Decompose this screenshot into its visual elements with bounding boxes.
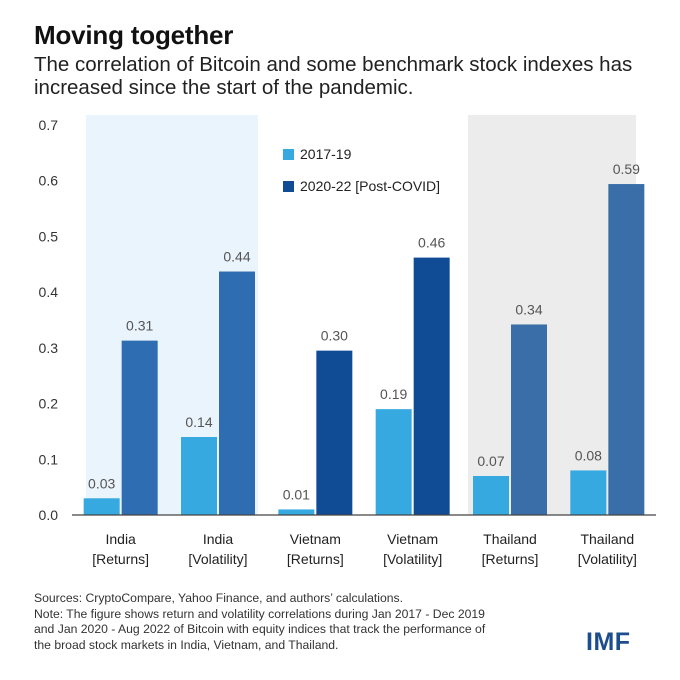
value-label-2017-19: 0.03 [88, 475, 115, 491]
bar-2017-19 [181, 437, 217, 515]
bar-2020-22 [413, 257, 450, 515]
value-label-2017-19: 0.19 [380, 386, 407, 402]
category-label-measure: [Returns] [482, 551, 539, 567]
y-tick-label: 0.5 [39, 228, 59, 244]
value-label-2017-19: 0.08 [575, 447, 602, 463]
value-label-2020-22: 0.30 [321, 328, 348, 344]
category-label-country: India [105, 531, 136, 547]
category-label-country: Vietnam [387, 531, 438, 547]
bar-2020-22 [219, 271, 255, 515]
bar-2017-19 [570, 470, 607, 515]
legend-swatch-2020-22 [283, 181, 294, 192]
bar-2020-22 [121, 340, 158, 515]
value-label-2020-22: 0.31 [126, 318, 153, 334]
y-tick-label: 0.6 [39, 173, 59, 189]
bar-2017-19 [473, 476, 509, 515]
chart-subtitle: The correlation of Bitcoin and some benc… [34, 53, 633, 99]
legend-label-2017-19: 2017-19 [300, 146, 352, 162]
note-line: the broad stock markets in India, Vietna… [34, 637, 339, 652]
value-label-2017-19: 0.14 [185, 414, 212, 430]
category-label-measure: [Volatility] [188, 551, 247, 567]
category-label-country: Thailand [580, 531, 634, 547]
bar-2017-19 [278, 509, 315, 515]
category-label-country: Vietnam [290, 531, 341, 547]
category-label-measure: [Volatility] [578, 551, 637, 567]
value-label-2017-19: 0.07 [477, 453, 504, 469]
value-label-2020-22: 0.44 [223, 249, 250, 265]
value-label-2020-22: 0.34 [515, 301, 542, 317]
category-label-country: Thailand [483, 531, 537, 547]
thailand-band [468, 115, 636, 515]
legend-swatch-2017-19 [283, 149, 294, 160]
chart-notes: Sources: CryptoCompare, Yahoo Finance, a… [34, 591, 594, 653]
value-label-2020-22: 0.46 [418, 235, 445, 251]
bar-2020-22 [608, 184, 645, 516]
y-tick-label: 0.1 [39, 451, 59, 467]
bar-2017-19 [375, 409, 412, 515]
note-line: and Jan 2020 - Aug 2022 of Bitcoin with … [34, 622, 486, 636]
y-tick-label: 0.0 [39, 507, 59, 523]
bar-2020-22 [316, 350, 353, 515]
y-tick-label: 0.3 [39, 340, 59, 356]
note-line: Note: The figure shows return and volati… [34, 606, 485, 621]
value-label-2020-22: 0.59 [613, 161, 640, 177]
bar-2020-22 [511, 324, 547, 515]
category-label-measure: [Returns] [287, 551, 344, 567]
category-label-country: India [203, 531, 234, 547]
y-tick-label: 0.7 [39, 117, 59, 133]
y-tick-label: 0.4 [39, 284, 59, 300]
bar-2017-19 [83, 498, 120, 515]
category-label-measure: [Volatility] [383, 551, 442, 567]
sources-note: Sources: CryptoCompare, Yahoo Finance, a… [34, 591, 403, 605]
legend-label-2020-22: 2020-22 [Post-COVID] [300, 178, 440, 194]
chart-title: Moving together [34, 20, 234, 50]
value-label-2017-19: 0.01 [283, 486, 310, 502]
y-tick-label: 0.2 [39, 396, 59, 412]
imf-logo: IMF [586, 628, 631, 656]
category-label-measure: [Returns] [92, 551, 149, 567]
